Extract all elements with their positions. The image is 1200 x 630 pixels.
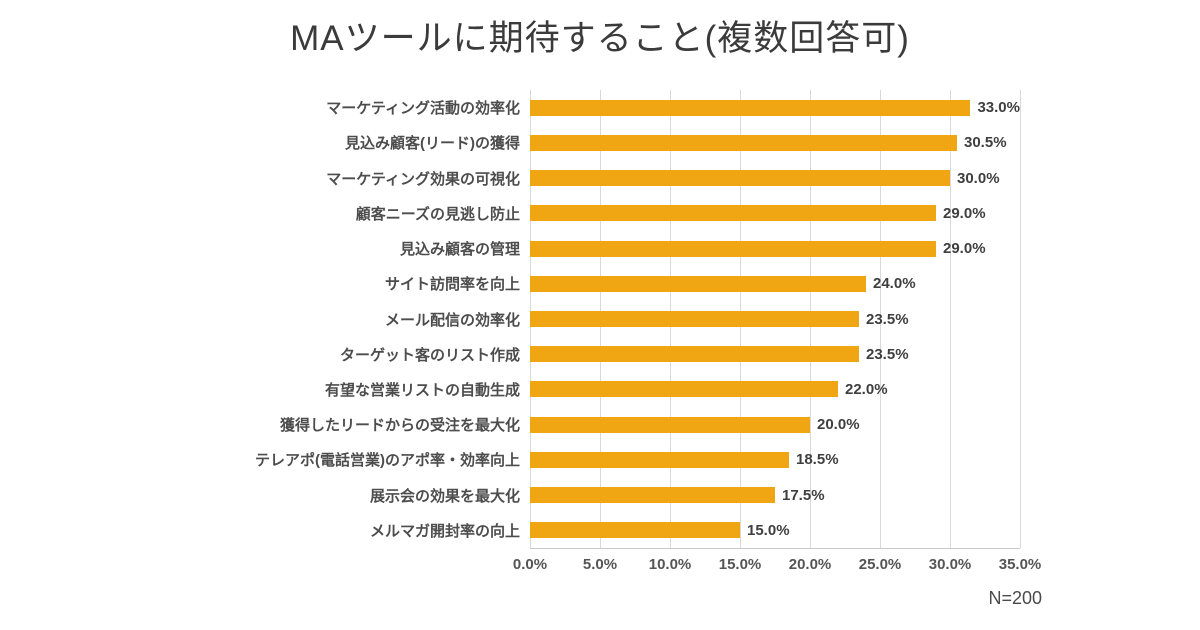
bar-row: メール配信の効率化 23.5% [385, 301, 1020, 336]
plot-area: マーケティング活動の効率化 33.0% 見込み顧客(リード)の獲得 30.5% マーケテ… [255, 90, 1021, 549]
bar [530, 205, 936, 222]
chart-title: MAツールに期待すること(複数回答可) [290, 19, 910, 58]
gridline [880, 90, 881, 548]
gridline [1020, 90, 1021, 548]
bar [530, 522, 740, 539]
value-label: 23.5% [866, 345, 909, 363]
bar-row: 展示会の効果を最大化 17.5% [370, 478, 1020, 513]
category-label: テレアポ(電話営業)のアポ率・効率向上 [255, 452, 520, 470]
bar [530, 99, 971, 116]
bar-row: ターゲット客のリスト作成 23.5% [340, 337, 1020, 372]
value-label: 30.0% [957, 169, 1000, 187]
bar-row: マーケティング活動の効率化 33.0% [326, 90, 1020, 125]
category-label: 顧客ニーズの見逃し防止 [355, 205, 520, 223]
value-label: 18.5% [796, 451, 839, 469]
value-label: 17.5% [782, 486, 825, 504]
value-label: 24.0% [873, 275, 916, 293]
x-tick-label: 5.0% [582, 556, 618, 573]
value-label: 15.0% [747, 521, 790, 539]
bar [530, 416, 810, 433]
gridline [950, 90, 951, 548]
value-label: 30.5% [964, 134, 1007, 152]
value-label: 33.0% [977, 99, 1020, 117]
x-axis-ticks: 0.0% 5.0% 10.0% 15.0% 20.0% 25.0% 30.0% 35.0% [513, 556, 1041, 578]
bar-row: 見込み顧客(リード)の獲得 30.5% [345, 125, 1020, 160]
bar [530, 170, 950, 187]
bar [530, 381, 838, 398]
value-label: 29.0% [943, 240, 986, 258]
category-label: メルマガ開封率の向上 [369, 522, 520, 540]
bar [530, 240, 936, 257]
sample-size-note: N=200 [988, 588, 1042, 608]
value-label: 23.5% [866, 310, 909, 328]
bar [530, 451, 789, 468]
bar-rows: マーケティング活動の効率化 33.0% 見込み顧客(リード)の獲得 30.5% マーケテ… [255, 90, 1020, 548]
bar [530, 346, 859, 363]
value-label: 20.0% [817, 416, 860, 434]
category-label: 見込み顧客(リード)の獲得 [345, 135, 520, 153]
category-label: 見込み顧客の管理 [399, 241, 520, 259]
x-tick-label: 35.0% [998, 556, 1042, 573]
bar-row: マーケティング効果の可視化 30.0% [326, 160, 1020, 195]
x-tick-label: 10.0% [648, 556, 692, 573]
x-tick-label: 15.0% [718, 556, 762, 573]
value-label: 22.0% [845, 380, 888, 398]
bar-row: 獲得したリードからの受注を最大化 20.0% [280, 407, 1020, 442]
category-label: ターゲット客のリスト作成 [339, 346, 520, 364]
bar [530, 311, 859, 328]
category-label: マーケティング活動の効率化 [326, 100, 520, 118]
category-label: サイト訪問率を向上 [384, 276, 520, 294]
category-label: 獲得したリードからの受注を最大化 [279, 417, 520, 435]
x-tick-label: 30.0% [928, 556, 972, 573]
x-tick-label: 0.0% [512, 556, 548, 573]
x-tick-label: 20.0% [788, 556, 832, 573]
bar-row: 見込み顧客の管理 29.0% [400, 231, 1020, 266]
bar [530, 275, 866, 292]
bar-row: サイト訪問率を向上 24.0% [385, 266, 1020, 301]
bar-row: テレアポ(電話営業)のアポ率・効率向上 18.5% [255, 442, 1020, 477]
x-tick-label: 25.0% [858, 556, 902, 573]
category-label: 有望な営業リストの自動生成 [324, 381, 520, 399]
bar-row: 有望な営業リストの自動生成 22.0% [325, 372, 1020, 407]
value-label: 29.0% [943, 204, 986, 222]
bar [530, 134, 957, 151]
category-label: マーケティング効果の可視化 [326, 170, 520, 188]
category-label: メール配信の効率化 [384, 311, 520, 329]
category-label: 展示会の効果を最大化 [369, 487, 520, 505]
bar-row: 顧客ニーズの見逃し防止 29.0% [356, 196, 1020, 231]
bar-row: メルマガ開封率の向上 15.0% [370, 513, 1020, 548]
bar [530, 487, 775, 504]
